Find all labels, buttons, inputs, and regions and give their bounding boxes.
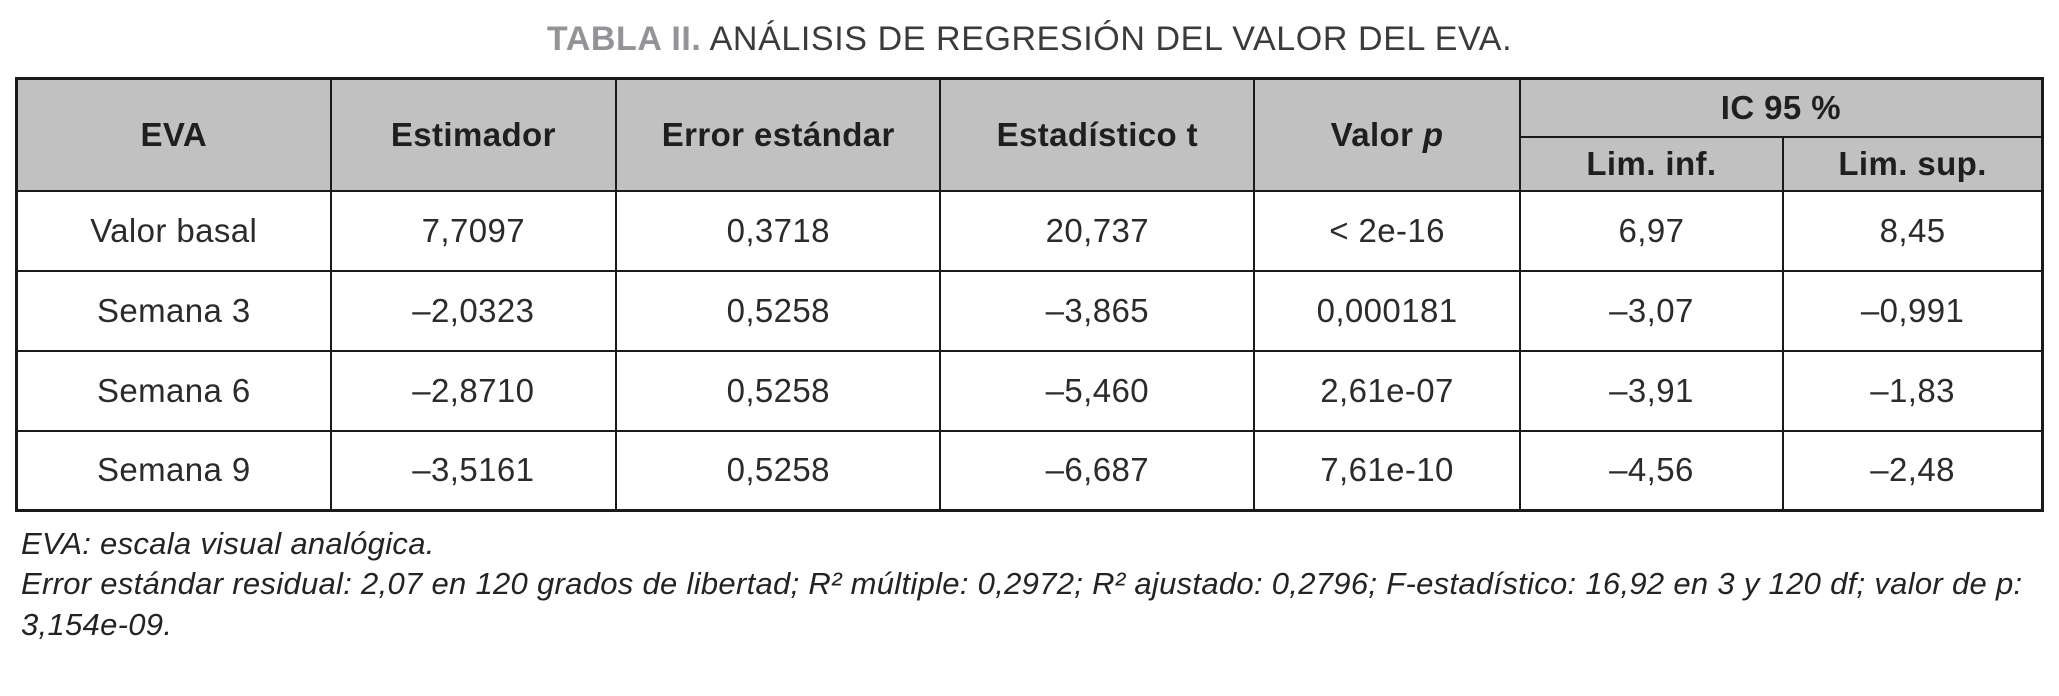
estimador-cell: –3,5161 [329, 429, 618, 512]
p-cell: 7,61e-10 [1253, 429, 1521, 512]
estimador-cell: –2,0323 [329, 269, 618, 352]
p-cell: 0,000181 [1253, 269, 1521, 352]
lim-sup-cell: 8,45 [1782, 189, 2044, 272]
col-header-ic95: IC 95 % [1518, 77, 2044, 138]
lim-sup-cell: –0,991 [1782, 269, 2044, 352]
t-cell: –5,460 [939, 349, 1256, 432]
t-cell: –6,687 [939, 429, 1256, 512]
page: TABLA II. ANÁLISIS DE REGRESIÓN DEL VALO… [15, 20, 2044, 645]
col-header-lim-sup: Lim. sup. [1782, 135, 2044, 192]
table-row: Semana 9 –3,5161 0,5258 –6,687 7,61e-10 … [15, 429, 2044, 512]
table-row: Semana 6 –2,8710 0,5258 –5,460 2,61e-07 … [15, 349, 2044, 432]
regression-table: EVA Estimador Error estándar Estadístico… [15, 77, 2044, 512]
t-cell: –3,865 [939, 269, 1256, 352]
col-header-eva: EVA [15, 77, 332, 192]
error-cell: 0,5258 [615, 269, 942, 352]
lim-sup-cell: –1,83 [1782, 349, 2044, 432]
lim-inf-cell: 6,97 [1518, 189, 1785, 272]
footnote-line: Error estándar residual: 2,07 en 120 gra… [21, 566, 2023, 642]
header-row-sub: Lim. inf. Lim. sup. [17, 135, 2044, 192]
col-header-lim-inf: Lim. inf. [1518, 135, 1785, 192]
valor-p-word: Valor [1330, 115, 1414, 153]
row-label-cell: Valor basal [15, 189, 332, 272]
table-row: Valor basal 7,7097 0,3718 20,737 < 2e-16… [15, 189, 2044, 272]
col-header-valor-p: Valor p [1253, 77, 1521, 192]
lim-inf-cell: –3,07 [1518, 269, 1785, 352]
col-header-error-estandar: Error estándar [615, 77, 942, 192]
error-cell: 0,5258 [615, 349, 942, 432]
footnotes: EVA: escala visual analógica. Error está… [15, 524, 2044, 645]
footnote-line: EVA: escala visual analógica. [21, 526, 435, 561]
lim-sup-cell: –2,48 [1782, 429, 2044, 512]
table-caption-number: TABLA II. [546, 20, 702, 58]
row-label-cell: Semana 3 [15, 269, 332, 352]
row-label-cell: Semana 9 [15, 429, 332, 512]
estimador-cell: 7,7097 [329, 189, 618, 272]
error-cell: 0,3718 [615, 189, 942, 272]
lim-inf-cell: –4,56 [1518, 429, 1785, 512]
error-cell: 0,5258 [615, 429, 942, 512]
lim-inf-cell: –3,91 [1518, 349, 1785, 432]
table-caption: TABLA II. ANÁLISIS DE REGRESIÓN DEL VALO… [15, 20, 2044, 59]
p-cell: < 2e-16 [1253, 189, 1521, 272]
table-caption-title: ANÁLISIS DE REGRESIÓN DEL VALOR DEL EVA. [709, 20, 1513, 58]
table-row: Semana 3 –2,0323 0,5258 –3,865 0,000181 … [15, 269, 2044, 352]
row-label-cell: Semana 6 [15, 349, 332, 432]
p-cell: 2,61e-07 [1253, 349, 1521, 432]
t-cell: 20,737 [939, 189, 1256, 272]
estimador-cell: –2,8710 [329, 349, 618, 432]
col-header-estadistico-t: Estadístico t [939, 77, 1256, 192]
valor-p-symbol: p [1422, 115, 1444, 153]
col-header-estimador: Estimador [329, 77, 618, 192]
header-row-main: EVA Estimador Error estándar Estadístico… [15, 77, 2044, 192]
